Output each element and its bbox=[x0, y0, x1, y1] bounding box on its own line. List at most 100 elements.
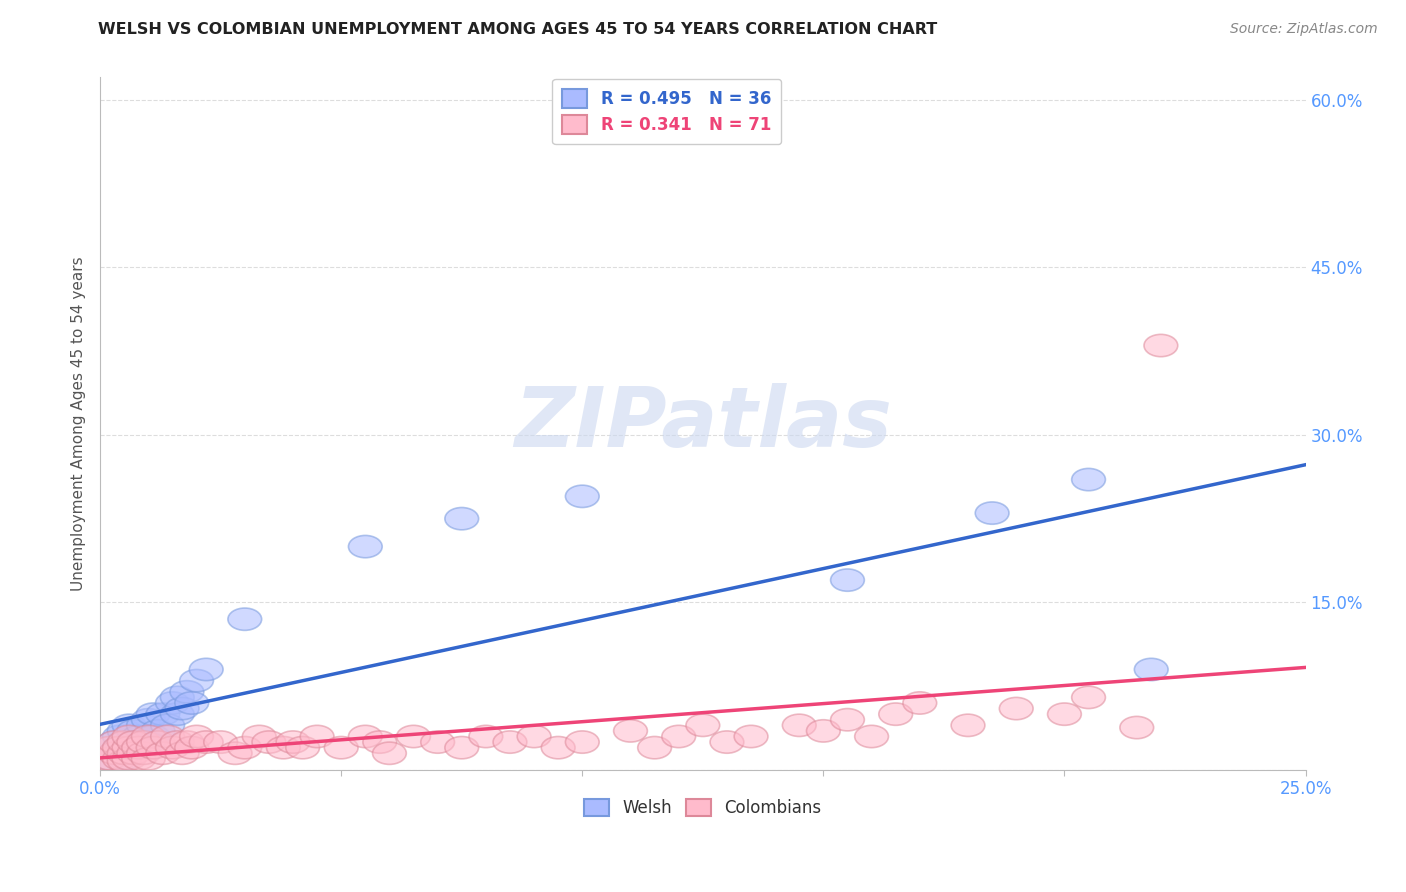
Text: WELSH VS COLOMBIAN UNEMPLOYMENT AMONG AGES 45 TO 54 YEARS CORRELATION CHART: WELSH VS COLOMBIAN UNEMPLOYMENT AMONG AG… bbox=[98, 22, 938, 37]
Ellipse shape bbox=[976, 502, 1010, 524]
Ellipse shape bbox=[1135, 658, 1168, 681]
Ellipse shape bbox=[93, 737, 127, 759]
Ellipse shape bbox=[252, 731, 285, 753]
Ellipse shape bbox=[565, 485, 599, 508]
Ellipse shape bbox=[117, 731, 150, 753]
Ellipse shape bbox=[190, 731, 224, 753]
Ellipse shape bbox=[444, 508, 478, 530]
Ellipse shape bbox=[98, 742, 132, 764]
Ellipse shape bbox=[218, 742, 252, 764]
Ellipse shape bbox=[541, 737, 575, 759]
Ellipse shape bbox=[363, 731, 396, 753]
Ellipse shape bbox=[517, 725, 551, 747]
Ellipse shape bbox=[132, 747, 166, 770]
Ellipse shape bbox=[150, 725, 184, 747]
Text: Source: ZipAtlas.com: Source: ZipAtlas.com bbox=[1230, 22, 1378, 37]
Ellipse shape bbox=[396, 725, 430, 747]
Ellipse shape bbox=[93, 747, 127, 770]
Ellipse shape bbox=[228, 737, 262, 759]
Ellipse shape bbox=[132, 708, 166, 731]
Ellipse shape bbox=[107, 731, 141, 753]
Y-axis label: Unemployment Among Ages 45 to 54 years: Unemployment Among Ages 45 to 54 years bbox=[72, 256, 86, 591]
Ellipse shape bbox=[710, 731, 744, 753]
Ellipse shape bbox=[122, 737, 156, 759]
Ellipse shape bbox=[190, 658, 224, 681]
Ellipse shape bbox=[174, 737, 208, 759]
Ellipse shape bbox=[103, 737, 136, 759]
Ellipse shape bbox=[136, 737, 170, 759]
Ellipse shape bbox=[204, 731, 238, 753]
Ellipse shape bbox=[166, 742, 200, 764]
Ellipse shape bbox=[103, 747, 136, 770]
Ellipse shape bbox=[122, 747, 156, 770]
Ellipse shape bbox=[807, 720, 841, 742]
Ellipse shape bbox=[160, 686, 194, 708]
Ellipse shape bbox=[127, 714, 160, 737]
Ellipse shape bbox=[98, 742, 132, 764]
Ellipse shape bbox=[180, 725, 214, 747]
Ellipse shape bbox=[107, 720, 141, 742]
Ellipse shape bbox=[242, 725, 276, 747]
Ellipse shape bbox=[112, 747, 146, 770]
Ellipse shape bbox=[180, 670, 214, 692]
Ellipse shape bbox=[136, 703, 170, 725]
Ellipse shape bbox=[132, 731, 166, 753]
Ellipse shape bbox=[146, 703, 180, 725]
Ellipse shape bbox=[494, 731, 527, 753]
Ellipse shape bbox=[613, 720, 647, 742]
Ellipse shape bbox=[638, 737, 672, 759]
Ellipse shape bbox=[93, 747, 127, 770]
Ellipse shape bbox=[349, 535, 382, 558]
Ellipse shape bbox=[301, 725, 335, 747]
Ellipse shape bbox=[1121, 716, 1154, 739]
Ellipse shape bbox=[98, 731, 132, 753]
Ellipse shape bbox=[565, 731, 599, 753]
Ellipse shape bbox=[132, 725, 166, 747]
Ellipse shape bbox=[136, 725, 170, 747]
Ellipse shape bbox=[444, 737, 478, 759]
Ellipse shape bbox=[107, 750, 141, 772]
Ellipse shape bbox=[170, 731, 204, 753]
Ellipse shape bbox=[103, 737, 136, 759]
Ellipse shape bbox=[349, 725, 382, 747]
Ellipse shape bbox=[285, 737, 319, 759]
Ellipse shape bbox=[156, 737, 190, 759]
Ellipse shape bbox=[734, 725, 768, 747]
Ellipse shape bbox=[950, 714, 984, 737]
Ellipse shape bbox=[98, 731, 132, 753]
Ellipse shape bbox=[782, 714, 815, 737]
Ellipse shape bbox=[150, 714, 184, 737]
Ellipse shape bbox=[831, 708, 865, 731]
Ellipse shape bbox=[1144, 334, 1178, 357]
Text: ZIPatlas: ZIPatlas bbox=[513, 384, 891, 464]
Ellipse shape bbox=[267, 737, 301, 759]
Ellipse shape bbox=[112, 725, 146, 747]
Ellipse shape bbox=[855, 725, 889, 747]
Ellipse shape bbox=[160, 731, 194, 753]
Ellipse shape bbox=[420, 731, 454, 753]
Ellipse shape bbox=[141, 720, 174, 742]
Ellipse shape bbox=[1000, 698, 1033, 720]
Ellipse shape bbox=[170, 681, 204, 703]
Ellipse shape bbox=[160, 703, 194, 725]
Ellipse shape bbox=[1071, 468, 1105, 491]
Legend: Welsh, Colombians: Welsh, Colombians bbox=[578, 792, 828, 824]
Ellipse shape bbox=[166, 698, 200, 720]
Ellipse shape bbox=[686, 714, 720, 737]
Ellipse shape bbox=[127, 742, 160, 764]
Ellipse shape bbox=[470, 725, 503, 747]
Ellipse shape bbox=[662, 725, 696, 747]
Ellipse shape bbox=[117, 742, 150, 764]
Ellipse shape bbox=[89, 747, 122, 770]
Ellipse shape bbox=[117, 731, 150, 753]
Ellipse shape bbox=[146, 742, 180, 764]
Ellipse shape bbox=[112, 714, 146, 737]
Ellipse shape bbox=[156, 692, 190, 714]
Ellipse shape bbox=[276, 731, 309, 753]
Ellipse shape bbox=[107, 747, 141, 770]
Ellipse shape bbox=[117, 720, 150, 742]
Ellipse shape bbox=[1071, 686, 1105, 708]
Ellipse shape bbox=[228, 608, 262, 631]
Ellipse shape bbox=[903, 692, 936, 714]
Ellipse shape bbox=[1047, 703, 1081, 725]
